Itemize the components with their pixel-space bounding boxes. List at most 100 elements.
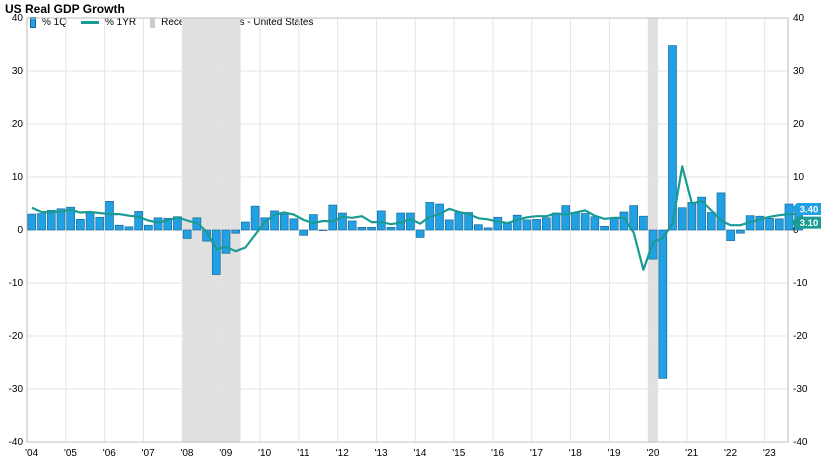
x-tick-label: '04 <box>25 448 38 459</box>
x-tick-label: '22 <box>724 448 737 459</box>
bar-1q <box>687 202 697 231</box>
bar-1q <box>483 227 493 231</box>
y-tick-label-left: -10 <box>9 278 24 289</box>
x-tick-label: '21 <box>685 448 698 459</box>
bar-1q <box>376 210 386 231</box>
bar-1q <box>464 212 473 231</box>
bar-1q <box>503 223 512 231</box>
bar-1q <box>435 203 444 231</box>
bar-1q <box>114 224 124 231</box>
bar-1q <box>706 212 716 231</box>
bar-1q <box>105 201 114 231</box>
x-tick-label: '14 <box>413 448 426 459</box>
bar-1q <box>328 204 338 231</box>
legend-label-1yr: % 1YR <box>105 17 137 28</box>
bar-1q <box>639 215 648 231</box>
y-tick-label-right: -30 <box>793 384 808 395</box>
bar-1q <box>736 229 745 234</box>
bar-1q <box>765 217 774 231</box>
bar-1q <box>677 207 687 231</box>
y-tick-label-left: 0 <box>17 225 23 236</box>
bar-1q <box>444 219 454 231</box>
bar-1q <box>619 211 629 231</box>
y-tick-label-left: 40 <box>12 13 24 24</box>
bar-1q <box>202 229 211 242</box>
x-tick-label: '18 <box>569 448 582 459</box>
bar-1q <box>716 192 726 231</box>
bar-1q <box>406 212 415 231</box>
x-tick-label: '19 <box>608 448 621 459</box>
x-tick-label: '09 <box>219 448 232 459</box>
bar-1q <box>124 226 134 231</box>
x-tick-label: '23 <box>763 448 776 459</box>
bar-1q <box>241 221 250 231</box>
bar-1q <box>600 225 609 231</box>
legend-recession-swatch <box>150 17 156 28</box>
y-tick-label-left: 30 <box>12 66 24 77</box>
bar-1q <box>221 229 231 254</box>
bar-1q <box>774 218 784 231</box>
y-tick-label-right: -40 <box>793 437 808 448</box>
bar-1q <box>134 211 143 231</box>
bar-1q <box>609 217 619 231</box>
y-tick-label-left: -30 <box>9 384 24 395</box>
bar-1q <box>541 217 551 231</box>
bar-1q <box>561 205 571 231</box>
x-tick-label: '13 <box>375 448 388 459</box>
bar-1q <box>318 229 328 231</box>
last-value-1yr-tag <box>791 216 821 229</box>
y-tick-label-right: 0 <box>793 225 799 236</box>
y-tick-label-right: 10 <box>793 172 805 183</box>
y-tick-label-left: 10 <box>12 172 24 183</box>
bar-1q <box>658 229 668 379</box>
x-tick-label: '12 <box>336 448 349 459</box>
bar-1q <box>522 219 532 231</box>
legend-label-1q: % 1Q <box>42 17 68 28</box>
last-value-1q-label: 3.40 <box>800 204 819 215</box>
bar-1q <box>250 205 260 231</box>
bar-1q <box>338 212 347 231</box>
bar-1q <box>270 210 279 231</box>
last-value-1yr-label: 3.10 <box>800 218 819 229</box>
bar-1q <box>357 227 367 231</box>
bar-1q <box>289 218 299 231</box>
bar-1q <box>56 208 66 231</box>
y-tick-label-right: 20 <box>793 119 805 130</box>
y-tick-label-right: -20 <box>793 331 808 342</box>
bar-1q <box>571 212 580 231</box>
bar-1q <box>551 212 561 231</box>
bar-1q <box>76 219 85 231</box>
bar-1q <box>726 229 736 241</box>
bar-1q <box>474 224 483 231</box>
x-tick-label: '16 <box>491 448 504 459</box>
x-tick-label: '05 <box>64 448 77 459</box>
bar-1q <box>493 216 503 231</box>
bar-1q <box>37 213 46 231</box>
bar-1q <box>590 216 600 231</box>
bar-1q <box>46 210 56 231</box>
bar-1q <box>347 220 357 231</box>
bar-1q <box>697 196 706 231</box>
line-1yr <box>31 165 799 271</box>
chart-title: US Real GDP Growth <box>5 2 125 16</box>
x-tick-label: '20 <box>646 448 659 459</box>
bar-1q <box>211 229 221 275</box>
y-tick-label-left: -40 <box>9 437 24 448</box>
x-tick-label: '17 <box>530 448 543 459</box>
bar-1q <box>144 224 153 231</box>
bar-1q <box>66 206 76 231</box>
bar-1q <box>231 229 241 234</box>
bar-1q <box>163 217 173 231</box>
x-tick-label: '06 <box>103 448 116 459</box>
last-value-1q-tag <box>791 202 821 215</box>
bar-1q <box>532 219 541 231</box>
y-tick-label-left: -20 <box>9 331 24 342</box>
bar-1q <box>299 229 308 236</box>
x-tick-label: '11 <box>297 448 310 459</box>
bar-1q <box>95 216 105 231</box>
bar-1q <box>279 213 289 231</box>
bar-1q <box>367 227 376 231</box>
y-tick-label-right: -10 <box>793 278 808 289</box>
bar-1q <box>512 214 522 231</box>
